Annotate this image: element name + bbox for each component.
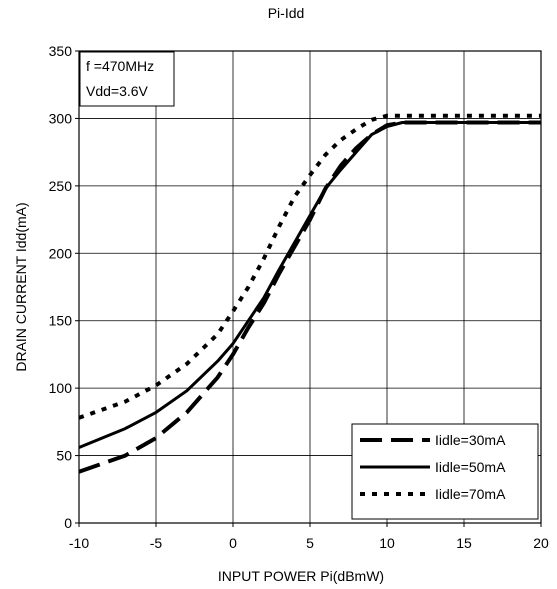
x-tick-label: 0 [229, 535, 237, 551]
series-line-iidle-50ma [78, 121, 541, 449]
y-tick-label: 50 [56, 448, 72, 464]
legend-label: Iidle=70mA [435, 486, 506, 502]
y-tick-label: 250 [49, 178, 73, 194]
annotation-voltage: Vdd=3.6V [86, 83, 149, 99]
x-tick-label: 15 [456, 535, 472, 551]
annotation-frame [79, 51, 175, 107]
y-tick-label: 200 [49, 245, 73, 261]
conditions-annotation: f =470MHz Vdd=3.6V [79, 51, 175, 107]
legend-frame [351, 423, 539, 520]
y-tick-label: 300 [49, 110, 73, 126]
x-axis-label: INPUT POWER Pi(dBmW) [218, 568, 384, 584]
grid-layer [78, 50, 542, 524]
legend-label: Iidle=30mA [435, 432, 506, 448]
series-layer [78, 113, 541, 474]
x-tick-label: 10 [379, 535, 395, 551]
y-tick-label: 0 [64, 515, 72, 531]
y-tick-label: 350 [49, 43, 73, 59]
x-tick-label: -10 [69, 535, 89, 551]
x-tick-label: 20 [533, 535, 549, 551]
y-tick-label: 100 [49, 380, 73, 396]
series-line-iidle-70ma [78, 113, 541, 420]
annotation-frequency: f =470MHz [86, 58, 154, 74]
y-axis-label: DRAIN CURRENT Idd(mA) [13, 202, 29, 371]
y-tick-label: 150 [49, 313, 73, 329]
legend: Iidle=30mA Iidle=50mA Iidle=70mA [351, 423, 539, 520]
legend-label: Iidle=50mA [435, 459, 506, 475]
chart-title: Pi-Idd [268, 5, 305, 21]
x-tick-label: -5 [150, 535, 163, 551]
x-tick-label: 5 [306, 535, 314, 551]
